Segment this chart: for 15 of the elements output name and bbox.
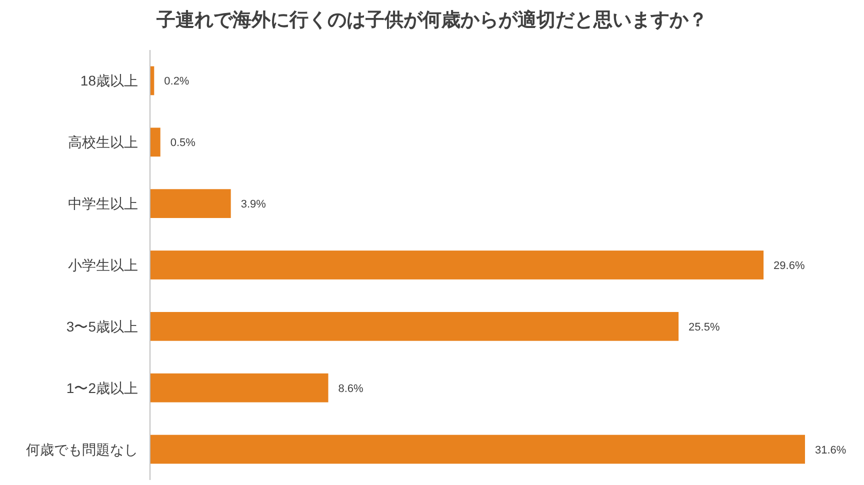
category-label: 小学生以上 bbox=[68, 257, 138, 273]
value-label: 8.6% bbox=[338, 382, 364, 395]
category-label: 1〜2歳以上 bbox=[66, 380, 138, 396]
title: 子連れで海外に行くのは子供が何歳からが適切だと思いますか？ bbox=[156, 10, 708, 31]
value-label: 29.6% bbox=[774, 260, 805, 272]
value-label: 0.5% bbox=[170, 137, 196, 150]
category-label: 何歳でも問題なし bbox=[26, 441, 138, 458]
category-label: 高校生以上 bbox=[68, 134, 138, 150]
value-label: 31.6% bbox=[815, 444, 846, 456]
value-label: 0.2% bbox=[164, 76, 190, 88]
category-label: 中学生以上 bbox=[68, 196, 138, 212]
value-label: 25.5% bbox=[688, 321, 720, 334]
value-label: 3.9% bbox=[240, 198, 266, 211]
category-label: 3〜5歳以上 bbox=[66, 318, 138, 334]
category-label: 18歳以上 bbox=[80, 72, 138, 89]
